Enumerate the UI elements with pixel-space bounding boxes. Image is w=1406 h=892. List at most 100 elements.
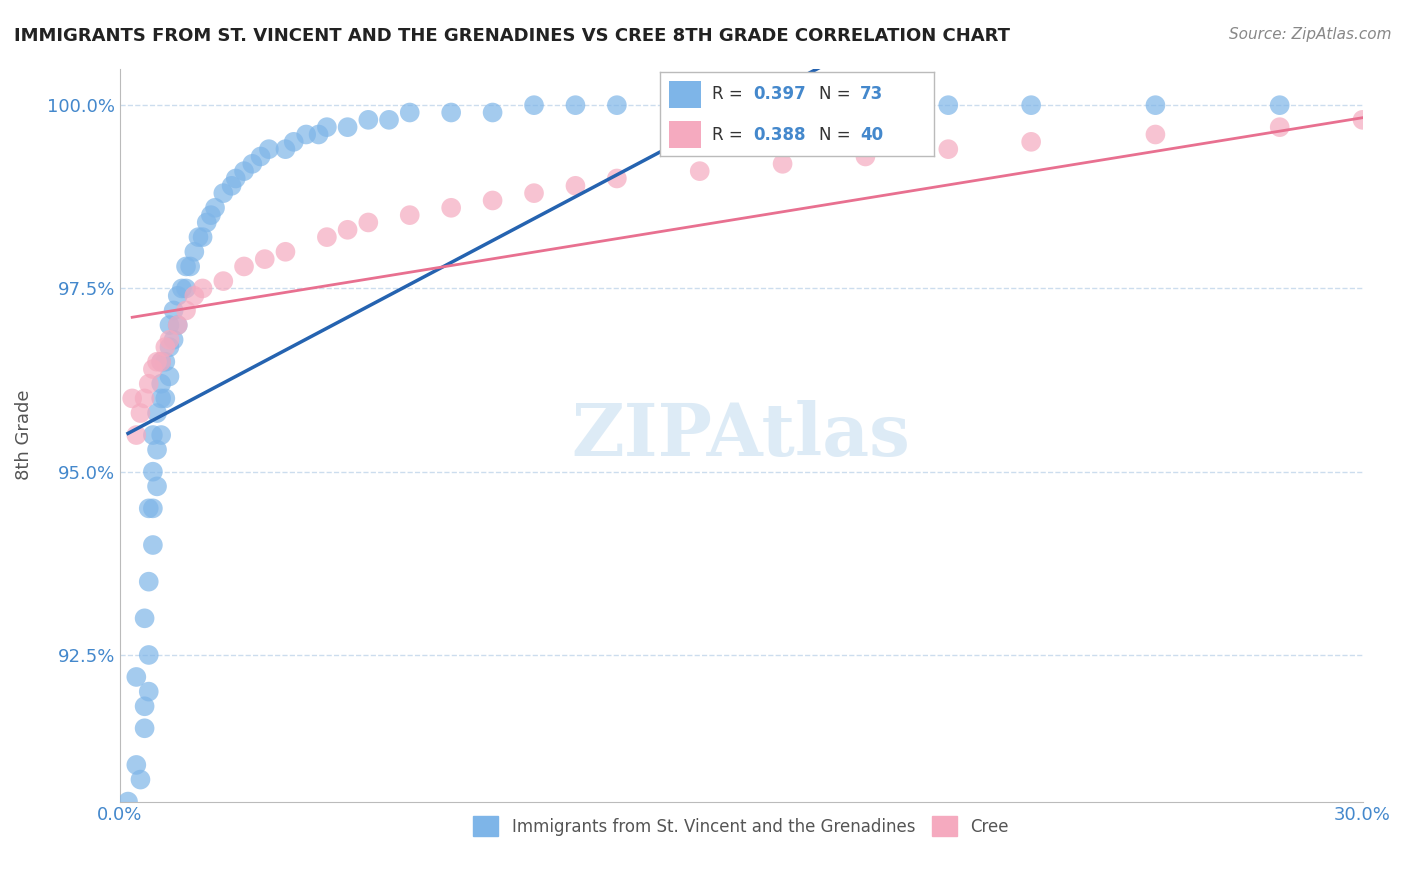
Point (183, 289, 205, 303)
Point (174, 281, 197, 295)
Y-axis label: 8th Grade: 8th Grade (15, 390, 32, 480)
Point (283, 135, 305, 149)
Point (481, 105, 503, 120)
Point (159, 333, 181, 347)
Point (150, 355, 173, 369)
Point (378, 112, 401, 127)
Point (159, 340, 181, 354)
Point (336, 223, 359, 237)
Point (357, 112, 380, 127)
Point (117, 795, 139, 809)
Point (440, 105, 463, 120)
Point (606, 98, 628, 112)
Text: ZIPAtlas: ZIPAtlas (572, 400, 911, 471)
Point (138, 684, 160, 698)
Point (150, 355, 173, 369)
Point (138, 376, 160, 391)
Point (146, 442, 169, 457)
Point (146, 355, 169, 369)
Point (336, 120, 359, 135)
Point (166, 289, 188, 303)
Point (170, 281, 193, 295)
Point (564, 98, 586, 112)
Point (121, 392, 143, 406)
Point (398, 105, 420, 120)
Point (357, 215, 380, 229)
Point (240, 157, 263, 171)
Point (146, 406, 169, 420)
Point (295, 128, 318, 142)
Point (183, 244, 205, 259)
Point (257, 142, 280, 156)
Point (274, 142, 297, 156)
Point (1268, 98, 1291, 112)
Point (129, 868, 152, 882)
Point (225, 171, 247, 186)
Point (1144, 98, 1167, 112)
Point (212, 186, 235, 201)
Point (179, 260, 201, 274)
Point (134, 392, 156, 406)
Point (134, 611, 156, 625)
Point (125, 428, 148, 442)
Point (174, 303, 197, 318)
Text: IMMIGRANTS FROM ST. VINCENT AND THE GRENADINES VS CREE 8TH GRADE CORRELATION CHA: IMMIGRANTS FROM ST. VINCENT AND THE GREN… (14, 27, 1010, 45)
Point (191, 230, 214, 244)
Point (212, 274, 235, 288)
Point (129, 406, 152, 420)
Point (146, 479, 169, 493)
Point (772, 157, 794, 171)
Point (689, 164, 711, 178)
Point (134, 721, 156, 735)
Text: Source: ZipAtlas.com: Source: ZipAtlas.com (1229, 27, 1392, 42)
Point (150, 376, 173, 391)
Point (155, 340, 177, 354)
Point (125, 670, 148, 684)
Point (398, 208, 420, 222)
Point (162, 303, 184, 318)
Point (138, 501, 160, 516)
Point (159, 369, 181, 384)
Point (221, 178, 243, 193)
Point (142, 465, 165, 479)
Point (772, 98, 794, 112)
Point (233, 164, 256, 178)
Legend: Immigrants from St. Vincent and the Grenadines, Cree: Immigrants from St. Vincent and the Gren… (465, 807, 1017, 845)
Point (249, 149, 271, 163)
Point (1268, 120, 1291, 135)
Point (564, 178, 586, 193)
Point (315, 120, 337, 135)
Point (155, 355, 177, 369)
Point (855, 149, 877, 163)
Point (308, 128, 330, 142)
Point (523, 186, 546, 201)
Point (129, 772, 152, 787)
Point (1351, 112, 1374, 127)
Point (142, 501, 165, 516)
Point (315, 230, 337, 244)
Point (481, 194, 503, 208)
Point (191, 281, 214, 295)
Point (129, 831, 152, 846)
Point (138, 648, 160, 662)
Point (855, 98, 877, 112)
Point (166, 318, 188, 332)
Point (195, 215, 218, 229)
Point (142, 428, 165, 442)
Point (233, 260, 256, 274)
Point (134, 882, 156, 892)
Point (162, 333, 184, 347)
Point (1144, 128, 1167, 142)
Point (138, 574, 160, 589)
Point (936, 142, 959, 156)
Point (174, 260, 197, 274)
Point (134, 699, 156, 714)
Point (187, 230, 209, 244)
Point (150, 392, 173, 406)
Point (936, 98, 959, 112)
Point (274, 244, 297, 259)
Point (142, 362, 165, 376)
Point (440, 201, 463, 215)
Point (166, 318, 188, 332)
Point (689, 98, 711, 112)
